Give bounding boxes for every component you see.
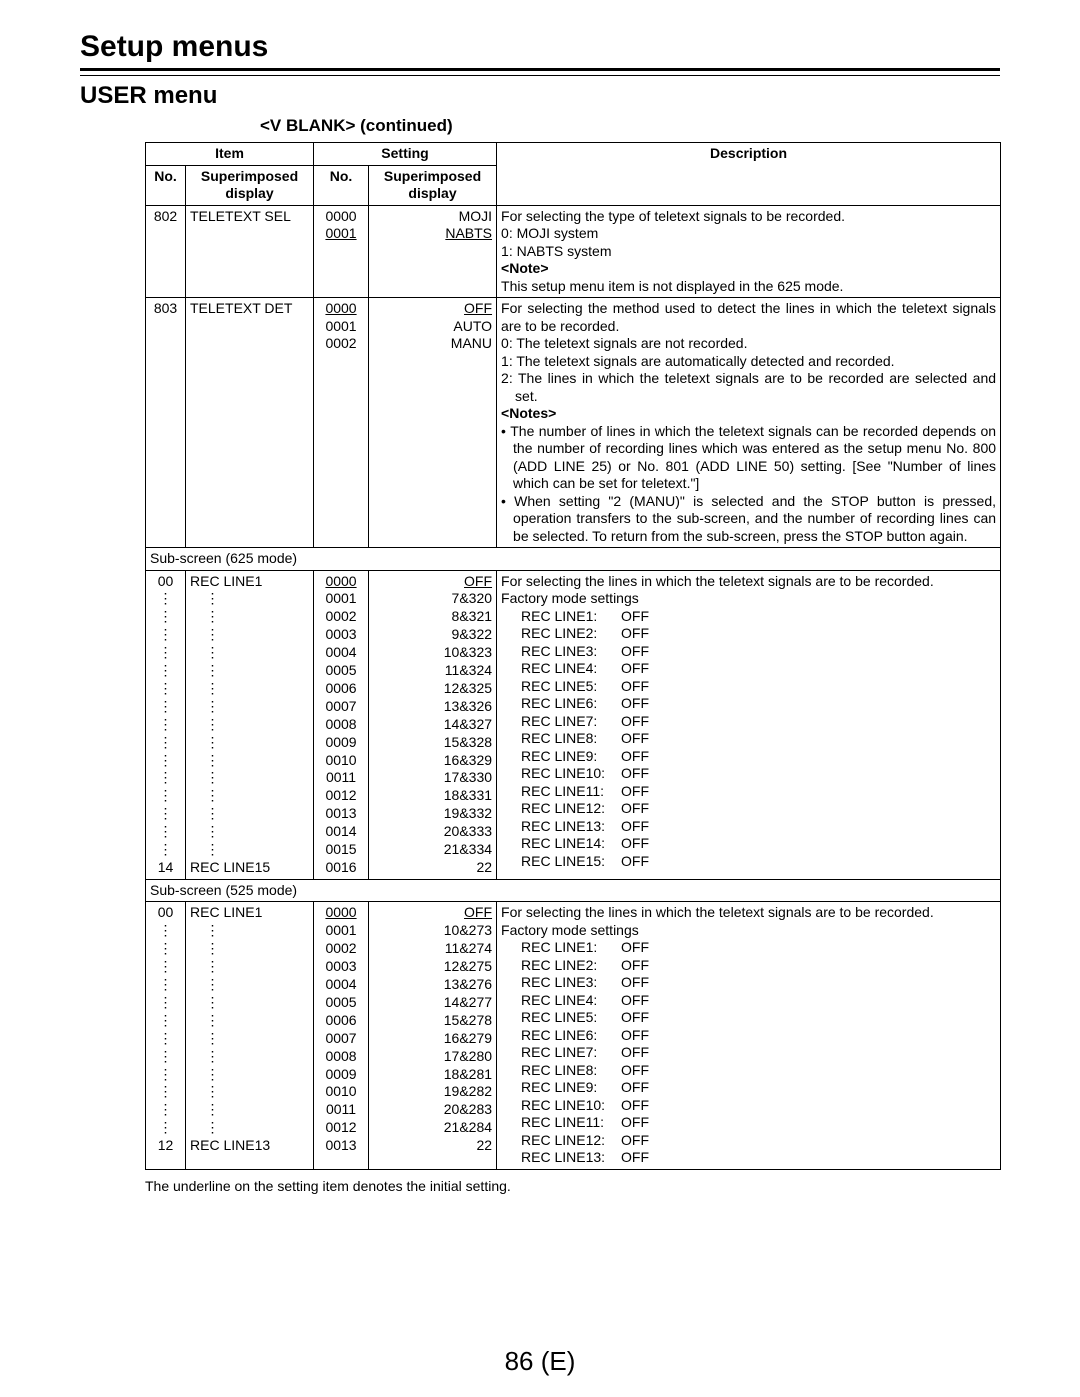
row-sub525: 00⋮⋮⋮⋮⋮⋮⋮⋮⋮⋮⋮⋮12 REC LINE1 ⋮ ⋮ ⋮ ⋮ ⋮ ⋮ ⋮… bbox=[146, 902, 1001, 1170]
sub525-desc-subhead: Factory mode settings bbox=[501, 922, 996, 940]
rule-thin bbox=[80, 75, 1000, 76]
desc-803-notes-label: <Notes> bbox=[501, 405, 996, 423]
cell-803-settings-disp: OFFAUTOMANU bbox=[369, 298, 497, 548]
row-802: 802 TELETEXT SEL 00000001 MOJINABTS For … bbox=[146, 205, 1001, 298]
sub625-rec-list: REC LINE1:OFFREC LINE2:OFFREC LINE3:OFFR… bbox=[501, 608, 996, 871]
sub625-desc: For selecting the lines in which the tel… bbox=[497, 570, 1001, 879]
sub525-settings-disp: OFF10&27311&27412&27513&27614&27715&2781… bbox=[369, 902, 497, 1170]
hdr-description: Description bbox=[497, 143, 1001, 206]
main-title: Setup menus bbox=[80, 30, 1000, 64]
row-sub625-label: Sub-screen (625 mode) bbox=[146, 548, 1001, 571]
cell-802-item: TELETEXT SEL bbox=[186, 205, 314, 298]
row-sub525-label: Sub-screen (525 mode) bbox=[146, 879, 1001, 902]
hdr-item: Item bbox=[146, 143, 314, 166]
cell-803-settings-no: 000000010002 bbox=[314, 298, 369, 548]
desc-802-note-label: <Note> bbox=[501, 260, 996, 278]
sub625-settings-disp: OFF7&3208&3219&32210&32311&32412&32513&3… bbox=[369, 570, 497, 879]
sub525-settings-no: 0000000100020003000400050006000700080009… bbox=[314, 902, 369, 1170]
desc-803-lines: 0: The teletext signals are not recorded… bbox=[501, 335, 996, 405]
sub625-settings-no: 0000000100020003000400050006000700080009… bbox=[314, 570, 369, 879]
desc-802-lines: 0: MOJI system1: NABTS system bbox=[501, 225, 996, 260]
page-root: Setup menus USER menu <V BLANK> (continu… bbox=[0, 0, 1080, 1397]
menu-table: Item Setting Description No. Superimpose… bbox=[145, 142, 1001, 1170]
sub625-desc-subhead: Factory mode settings bbox=[501, 590, 996, 608]
rule-thick bbox=[80, 68, 1000, 71]
cell-803-no: 803 bbox=[146, 298, 186, 548]
cell-803-desc: For selecting the method used to detect … bbox=[497, 298, 1001, 548]
cell-803-item: TELETEXT DET bbox=[186, 298, 314, 548]
sub625-desc-intro: For selecting the lines in which the tel… bbox=[501, 573, 996, 591]
desc-803-intro: For selecting the method used to detect … bbox=[501, 300, 996, 335]
hdr-setting-no: No. bbox=[314, 165, 369, 205]
desc-802-intro: For selecting the type of teletext signa… bbox=[501, 208, 996, 226]
row-803: 803 TELETEXT DET 000000010002 OFFAUTOMAN… bbox=[146, 298, 1001, 548]
sub-title: USER menu bbox=[80, 82, 1000, 110]
page-number: 86 (E) bbox=[0, 1346, 1080, 1377]
sub625-item: REC LINE1 ⋮ ⋮ ⋮ ⋮ ⋮ ⋮ ⋮ ⋮ ⋮ ⋮ ⋮ ⋮ ⋮ ⋮ ⋮R… bbox=[186, 570, 314, 879]
section-title: <V BLANK> (continued) bbox=[260, 116, 1000, 136]
sub525-desc-intro: For selecting the lines in which the tel… bbox=[501, 904, 996, 922]
sub525-item: REC LINE1 ⋮ ⋮ ⋮ ⋮ ⋮ ⋮ ⋮ ⋮ ⋮ ⋮ ⋮ ⋮REC LIN… bbox=[186, 902, 314, 1170]
sub525-no: 00⋮⋮⋮⋮⋮⋮⋮⋮⋮⋮⋮⋮12 bbox=[146, 902, 186, 1170]
footnote: The underline on the setting item denote… bbox=[145, 1178, 1000, 1194]
hdr-item-disp: Superimposed display bbox=[186, 165, 314, 205]
desc-802-note: This setup menu item is not displayed in… bbox=[501, 278, 996, 296]
cell-802-desc: For selecting the type of teletext signa… bbox=[497, 205, 1001, 298]
hdr-item-no: No. bbox=[146, 165, 186, 205]
sub525-label: Sub-screen (525 mode) bbox=[146, 879, 1001, 902]
row-sub625: 00⋮⋮⋮⋮⋮⋮⋮⋮⋮⋮⋮⋮⋮⋮⋮14 REC LINE1 ⋮ ⋮ ⋮ ⋮ ⋮ … bbox=[146, 570, 1001, 879]
hdr-setting-disp: Superimposed display bbox=[369, 165, 497, 205]
cell-802-settings-disp: MOJINABTS bbox=[369, 205, 497, 298]
header-row-1: Item Setting Description bbox=[146, 143, 1001, 166]
sub625-label: Sub-screen (625 mode) bbox=[146, 548, 1001, 571]
sub525-desc: For selecting the lines in which the tel… bbox=[497, 902, 1001, 1170]
sub525-rec-list: REC LINE1:OFFREC LINE2:OFFREC LINE3:OFFR… bbox=[501, 939, 996, 1167]
desc-803-bullets: • The number of lines in which the telet… bbox=[501, 423, 996, 546]
sub625-no: 00⋮⋮⋮⋮⋮⋮⋮⋮⋮⋮⋮⋮⋮⋮⋮14 bbox=[146, 570, 186, 879]
cell-802-no: 802 bbox=[146, 205, 186, 298]
cell-802-settings-no: 00000001 bbox=[314, 205, 369, 298]
hdr-setting: Setting bbox=[314, 143, 497, 166]
